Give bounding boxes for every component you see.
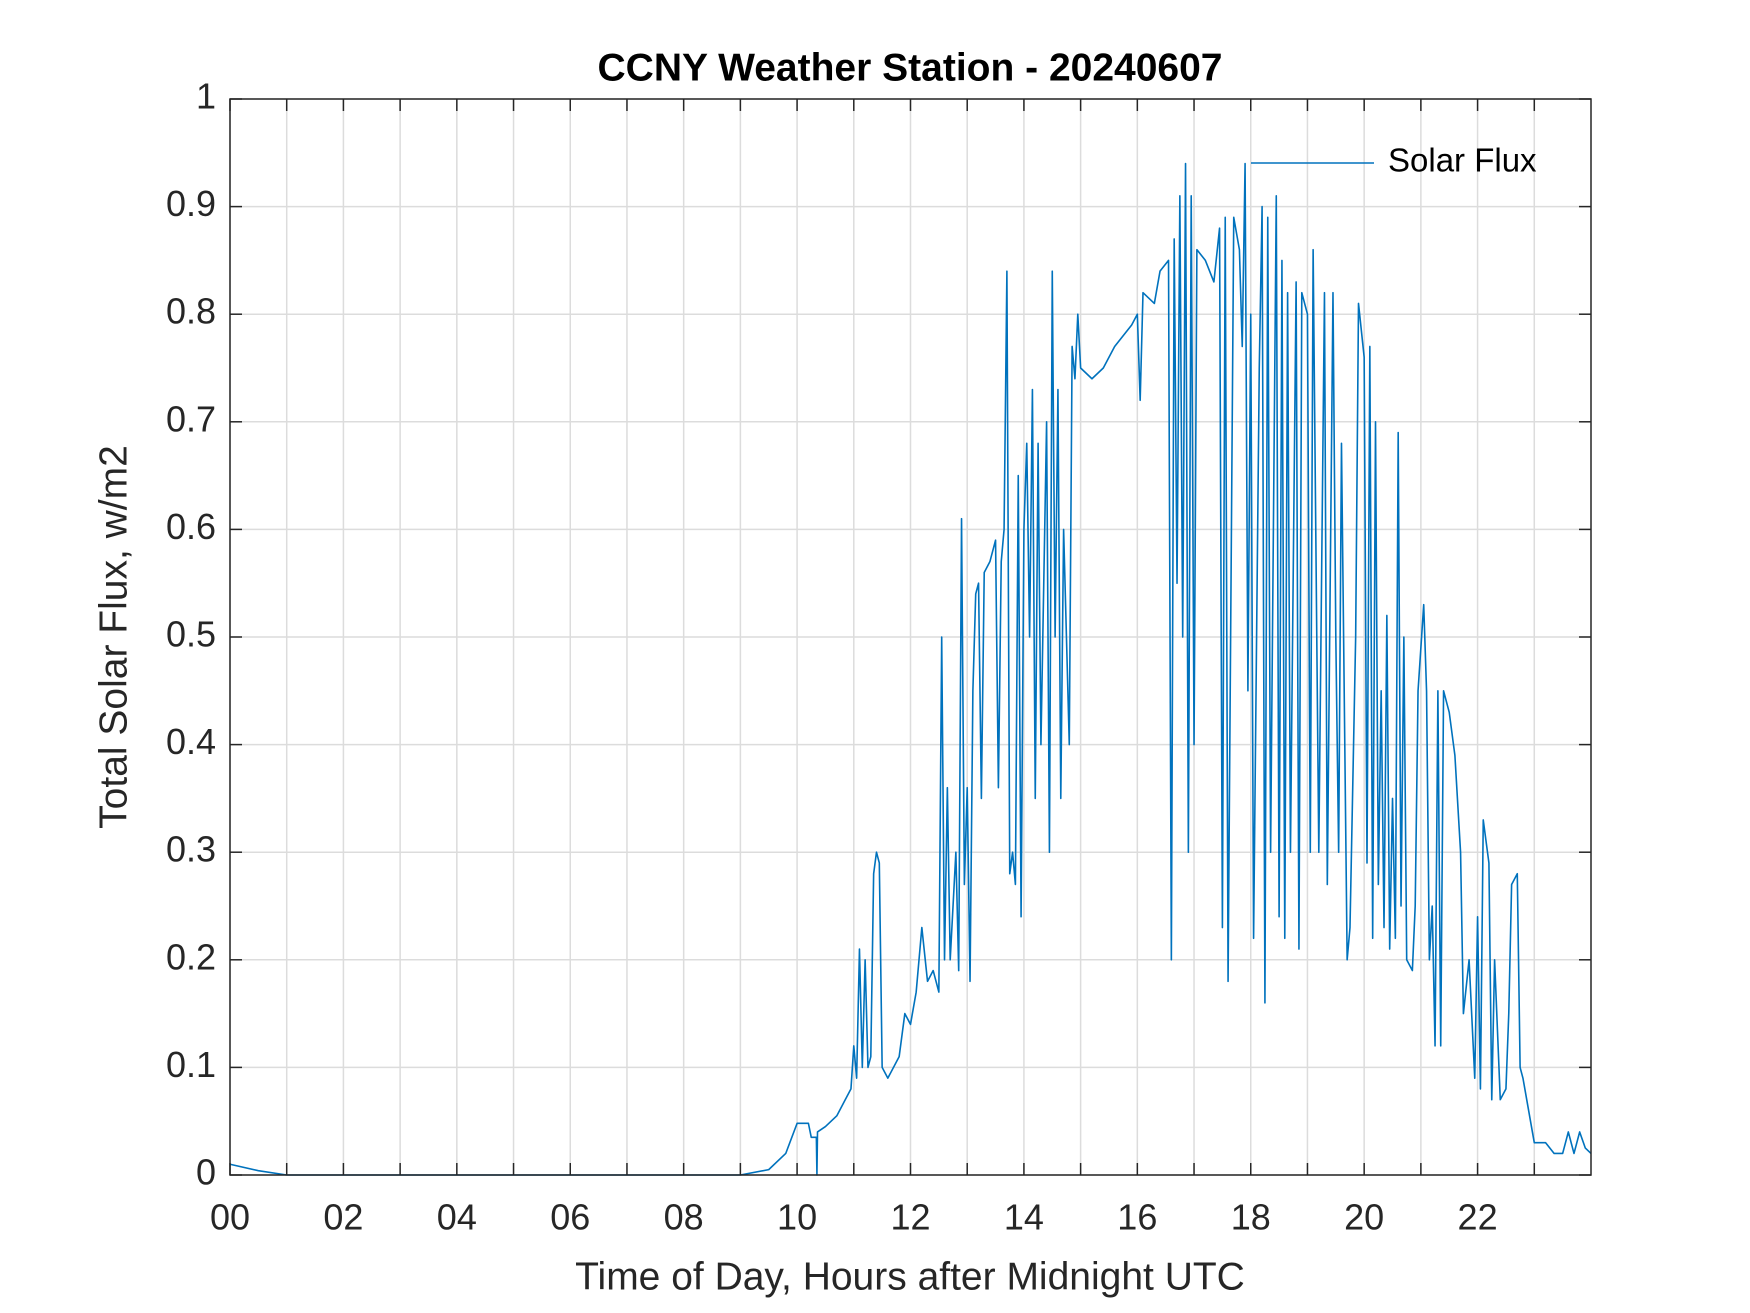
- x-tick-label: 04: [437, 1197, 477, 1238]
- y-tick-label: 0: [196, 1152, 216, 1193]
- x-tick-label: 06: [550, 1197, 590, 1238]
- y-tick-label: 1: [196, 76, 216, 117]
- legend-label: Solar Flux: [1388, 142, 1537, 179]
- y-tick-label: 0.5: [166, 614, 216, 655]
- chart-title: CCNY Weather Station - 20240607: [598, 46, 1223, 89]
- y-tick-label: 0.7: [166, 398, 216, 439]
- x-tick-label: 20: [1344, 1197, 1384, 1238]
- y-tick-label: 0.6: [166, 506, 216, 547]
- y-tick-label: 0.9: [166, 183, 216, 224]
- y-tick-label: 0.1: [166, 1044, 216, 1085]
- y-tick-label: 0.2: [166, 936, 216, 977]
- x-tick-label: 10: [777, 1197, 817, 1238]
- y-tick-label: 0.3: [166, 829, 216, 870]
- x-tick-label: 02: [323, 1197, 363, 1238]
- y-axis-label: Total Solar Flux, w/m2: [92, 445, 135, 829]
- x-tick-label: 14: [1004, 1197, 1044, 1238]
- x-tick-label: 08: [664, 1197, 704, 1238]
- x-tick-label: 18: [1231, 1197, 1271, 1238]
- x-tick-label: 22: [1458, 1197, 1498, 1238]
- data-line: [229, 162, 1592, 1176]
- x-axis-label: Time of Day, Hours after Midnight UTC: [575, 1255, 1245, 1298]
- x-tick-label: 12: [890, 1197, 930, 1238]
- plot-area: [229, 162, 1592, 1176]
- x-tick-label: 16: [1117, 1197, 1157, 1238]
- y-tick-label: 0.8: [166, 291, 216, 332]
- legend-item: Solar Flux: [1251, 142, 1537, 179]
- y-tick-label: 0.4: [166, 721, 216, 762]
- x-tick-label: 00: [210, 1197, 250, 1238]
- ticks: 00 02 04 06 08 10 12 14 16 18 20 22 0 0.1 0.2 0.3 0.4 0.5…: [166, 76, 1591, 1238]
